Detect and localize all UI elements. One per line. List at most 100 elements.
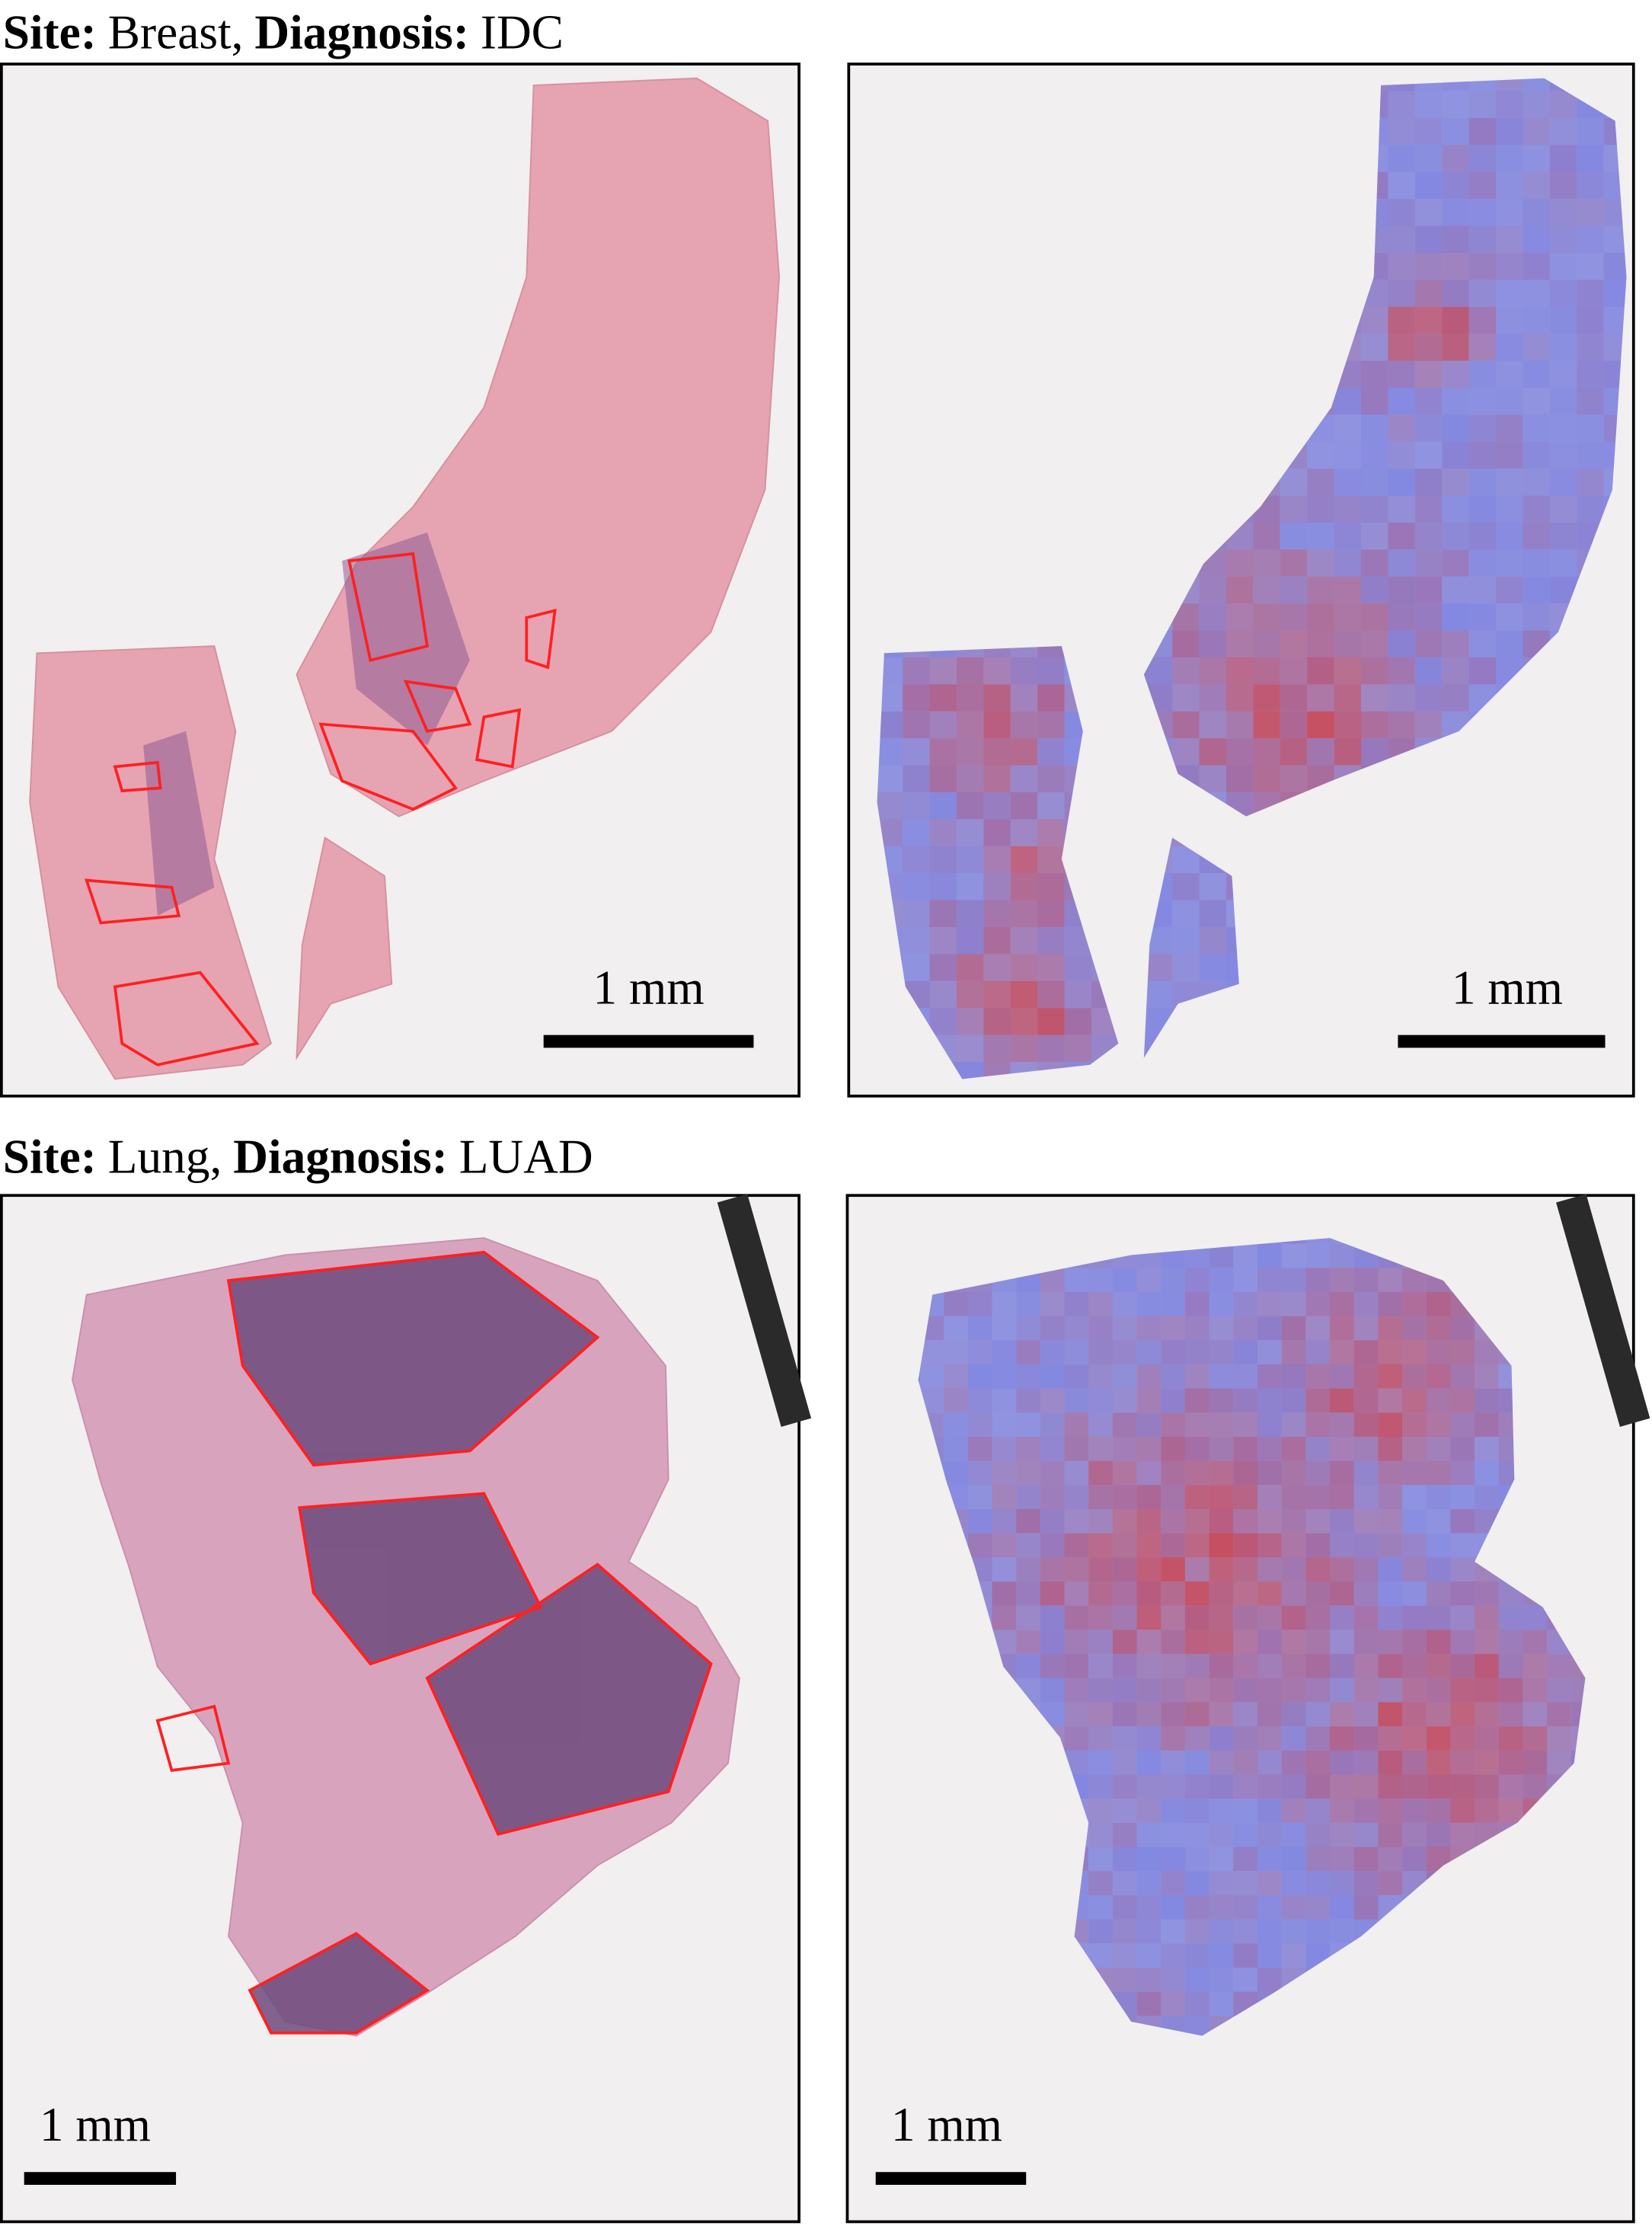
heatmap-tile — [929, 900, 957, 928]
heatmap-tile — [877, 738, 903, 766]
heatmap-tile — [1305, 1509, 1331, 1533]
heatmap-tile — [1353, 1364, 1379, 1389]
heatmap-tile — [1442, 252, 1469, 280]
heatmap-tile — [1184, 1460, 1209, 1485]
heatmap-tile — [1549, 522, 1577, 550]
heatmap-tile — [1442, 630, 1469, 657]
heatmap-tile — [1088, 1629, 1113, 1655]
heatmap-tile — [1523, 414, 1550, 442]
heatmap-tile — [1233, 1316, 1257, 1341]
heatmap-tile — [1353, 1605, 1379, 1630]
heatmap-tile — [1136, 1943, 1162, 1968]
heatmap-tile — [1281, 1388, 1306, 1413]
heatmap-tile — [1523, 522, 1550, 550]
heatmap-tile — [983, 711, 1011, 739]
heatmap-tile — [1010, 792, 1038, 820]
heatmap-tile — [1378, 1340, 1403, 1364]
heatmap-tile — [956, 684, 984, 712]
scale-bar-label: 1 mm — [1452, 961, 1563, 1015]
heatmap-tile — [1330, 1364, 1354, 1389]
heatmap-tile — [1281, 1677, 1306, 1703]
heatmap-tile — [1549, 414, 1577, 442]
heatmap-tile — [1281, 1460, 1306, 1485]
heatmap-tile — [1353, 1847, 1379, 1872]
heatmap-tile — [1257, 1871, 1282, 1895]
heatmap-tile — [1305, 1268, 1331, 1292]
heatmap-tile — [1468, 91, 1497, 118]
heatmap-tile — [1330, 1436, 1354, 1461]
heatmap-tile — [967, 1364, 992, 1389]
heatmap-tile — [1426, 1436, 1451, 1461]
heatmap-tile — [1112, 1316, 1137, 1341]
heatmap-tile — [1549, 280, 1577, 307]
heatmap-tile — [1450, 1436, 1475, 1461]
heatmap-tile — [1334, 630, 1362, 657]
heatmap-tile — [1305, 1750, 1331, 1775]
heatmap-tile — [1307, 603, 1334, 631]
heatmap-tile — [1281, 1654, 1306, 1678]
heatmap-tile — [1184, 1533, 1209, 1558]
heatmap-tile — [1088, 1895, 1113, 1920]
heatmap-tile — [1305, 1412, 1331, 1437]
heatmap-tile — [1468, 630, 1497, 657]
heatmap-tile — [1496, 334, 1523, 361]
heatmap-tile — [1305, 1340, 1331, 1364]
heatmap-tile — [1523, 1677, 1548, 1703]
heatmap-tile — [1112, 1726, 1137, 1751]
heatmap-tile — [1307, 495, 1334, 523]
heatmap-tile — [1064, 1316, 1089, 1341]
heatmap-tile — [1414, 657, 1443, 685]
heatmap-tile — [1334, 441, 1362, 469]
heatmap-tile — [1161, 1967, 1185, 1992]
heatmap-tile — [983, 738, 1011, 766]
heatmap-tile — [1016, 1605, 1040, 1630]
heatmap-tile — [1209, 1799, 1234, 1823]
heatmap-tile — [1496, 495, 1523, 523]
heatmap-tile — [1184, 1364, 1209, 1389]
heatmap-tile — [1184, 1412, 1209, 1437]
heatmap-tile — [1442, 360, 1469, 388]
heatmap-tile — [956, 927, 984, 955]
heatmap-tile — [1353, 1654, 1379, 1678]
heatmap-tile — [1199, 684, 1226, 712]
heatmap-tile — [1426, 1557, 1451, 1582]
heatmap-tile — [1388, 360, 1415, 388]
heatmap-tile — [1523, 1774, 1548, 1799]
heatmap-tile — [992, 1316, 1017, 1341]
heatmap-tile — [1136, 1364, 1162, 1389]
heatmap-tile — [1199, 603, 1226, 631]
heatmap-tile — [1334, 738, 1362, 766]
heatmap-tile — [1161, 1316, 1185, 1341]
heatmap-tile — [1233, 1799, 1257, 1823]
heatmap-tile — [1040, 1677, 1065, 1703]
heatmap-tile — [1040, 1460, 1065, 1485]
heatmap-tile — [1426, 1340, 1451, 1364]
heatmap-tile — [1414, 306, 1443, 334]
heatmap-tile — [1426, 1316, 1451, 1341]
heatmap-tile — [1184, 1436, 1209, 1461]
heatmap-tile — [1305, 1243, 1331, 1268]
heatmap-tile — [903, 657, 930, 685]
heatmap-tile — [1468, 495, 1497, 523]
heatmap-tile — [1523, 1726, 1548, 1751]
heatmap-tile — [1334, 414, 1362, 442]
heatmap-tile — [1088, 1799, 1113, 1823]
heatmap-tile — [1330, 1799, 1354, 1823]
heatmap-tile — [1253, 576, 1280, 604]
heatmap-tile — [1037, 954, 1065, 981]
heatmap-tile — [1209, 1750, 1234, 1775]
heatmap-tile — [1442, 495, 1469, 523]
heatmap-tile — [1523, 225, 1550, 253]
heatmap-tile — [1468, 360, 1497, 388]
heatmap-tile — [1209, 1774, 1234, 1799]
heatmap-tile — [1088, 1485, 1113, 1510]
heatmap-tile — [1330, 1654, 1354, 1678]
heatmap-tile — [1577, 171, 1604, 200]
heatmap-tile — [1161, 1436, 1185, 1461]
heatmap-tile — [1426, 1629, 1451, 1655]
heatmap-tile — [956, 846, 984, 874]
heatmap-tile — [1184, 1750, 1209, 1775]
heatmap-tile — [1184, 1919, 1209, 1944]
heatmap-tile — [1414, 549, 1443, 577]
heatmap-tile — [1064, 954, 1091, 981]
